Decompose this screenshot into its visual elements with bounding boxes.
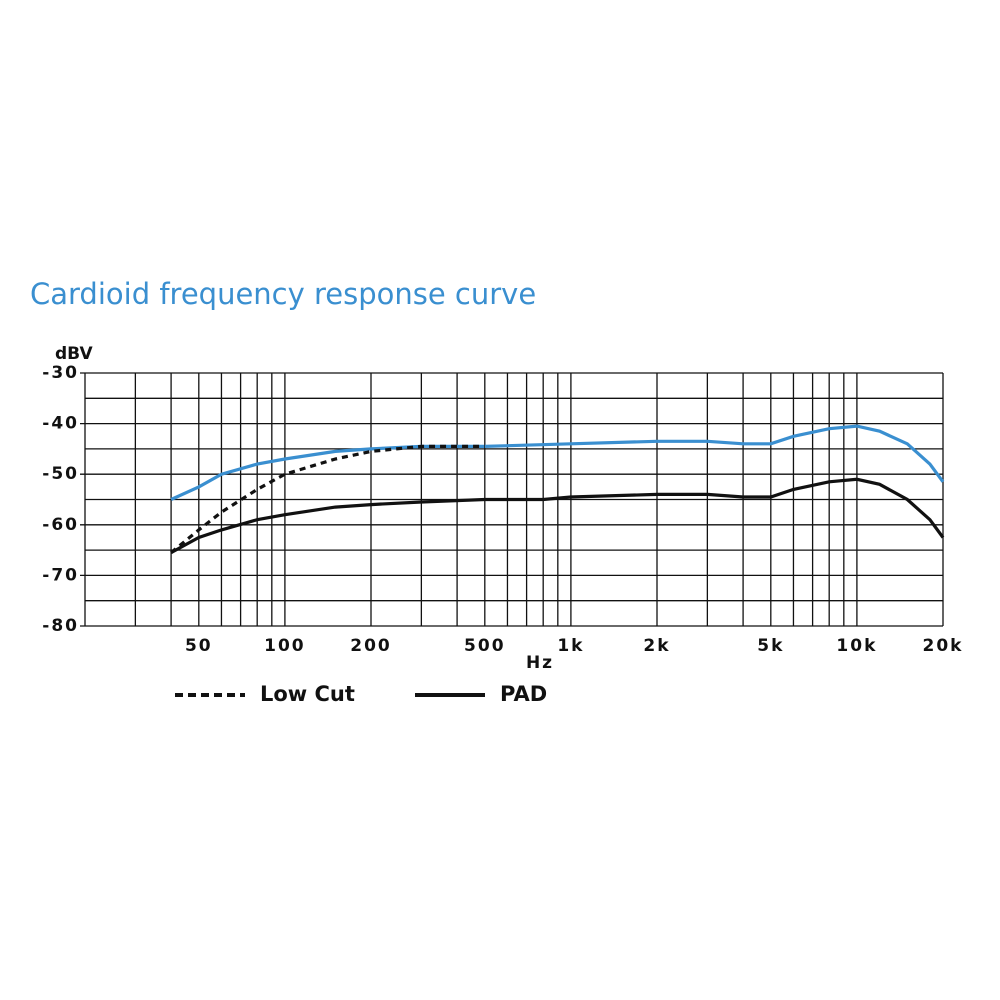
x-tick-label: 100 (264, 636, 306, 656)
y-tick-label: -40 (42, 414, 79, 434)
x-tick-label: 50 (185, 636, 213, 656)
x-tick-label: 2k (643, 636, 670, 656)
y-tick-label: -60 (42, 515, 79, 535)
y-tick-label: -30 (42, 363, 79, 383)
series-line (170, 444, 485, 554)
y-tick-label: -70 (42, 565, 79, 585)
chart-title: Cardioid frequency response curve (30, 277, 536, 311)
x-tick-label: 5k (757, 636, 784, 656)
y-axis-label: dBV (55, 344, 93, 364)
series-line (170, 477, 945, 555)
legend-label: Low Cut (260, 682, 355, 706)
x-tick-label: 1k (557, 636, 584, 656)
y-tick-label: -50 (42, 464, 79, 484)
x-tick-label: 20k (923, 636, 964, 656)
series-line (170, 424, 945, 501)
x-axis-label: Hz (526, 653, 554, 673)
legend-label: PAD (500, 682, 547, 706)
y-tick-label: -80 (42, 616, 79, 636)
x-tick-label: 500 (464, 636, 506, 656)
x-tick-label: 200 (350, 636, 392, 656)
x-tick-label: 10k (836, 636, 877, 656)
